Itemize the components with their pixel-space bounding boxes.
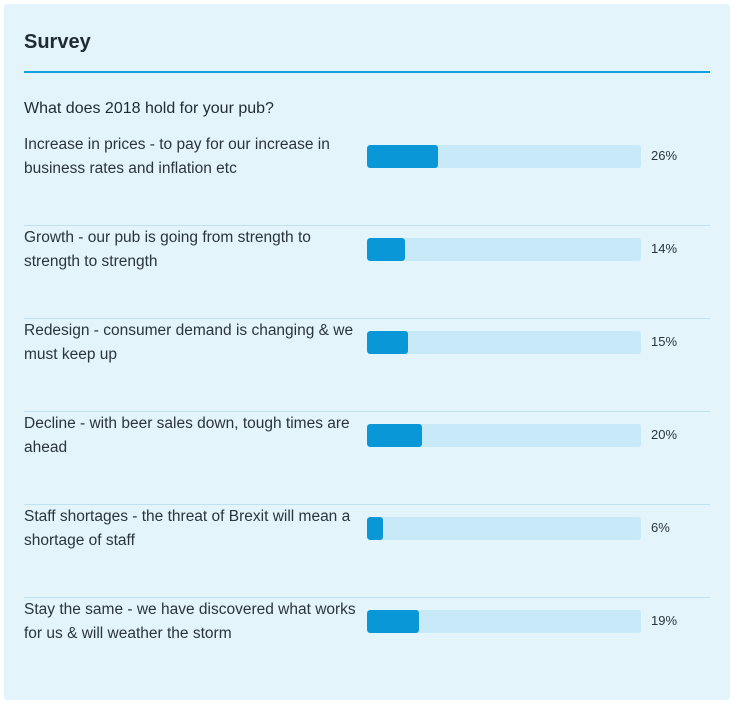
result-bar-fill: [367, 145, 439, 168]
survey-options: Increase in prices - to pay for our incr…: [24, 133, 710, 691]
survey-option: Redesign - consumer demand is changing &…: [24, 319, 710, 412]
result-bar-track: [367, 517, 641, 540]
result-bar-track: [367, 238, 641, 261]
result-bar-fill: [367, 238, 406, 261]
result-percent: 20%: [651, 427, 678, 442]
survey-option: Decline - with beer sales down, tough ti…: [24, 412, 710, 505]
result-percent: 26%: [651, 148, 678, 163]
option-label: Stay the same - we have discovered what …: [24, 601, 356, 642]
survey-option: Staff shortages - the threat of Brexit w…: [24, 505, 710, 598]
result-bar-track: [367, 331, 641, 354]
survey-option: Growth - our pub is going from strength …: [24, 226, 710, 319]
result-percent: 19%: [651, 613, 678, 628]
result-bar-track: [367, 145, 641, 168]
result-bar-track: [367, 610, 641, 633]
result-percent: 14%: [651, 241, 678, 256]
survey-card: Survey What does 2018 hold for your pub?…: [4, 4, 730, 700]
result-percent: 15%: [651, 334, 678, 349]
result-bar-fill: [367, 610, 420, 633]
option-label: Staff shortages - the threat of Brexit w…: [24, 508, 351, 549]
result-percent: 6%: [651, 520, 670, 535]
result-bar-track: [367, 424, 641, 447]
result-bar-fill: [367, 424, 422, 447]
option-label: Increase in prices - to pay for our incr…: [24, 136, 330, 177]
survey-question: What does 2018 hold for your pub?: [24, 100, 274, 117]
title-divider: [24, 71, 710, 73]
result-bar-fill: [367, 331, 409, 354]
survey-title: Survey: [24, 31, 91, 53]
option-label: Redesign - consumer demand is changing &…: [24, 322, 354, 363]
option-label: Decline - with beer sales down, tough ti…: [24, 415, 350, 456]
option-label: Growth - our pub is going from strength …: [24, 229, 311, 270]
survey-option: Increase in prices - to pay for our incr…: [24, 133, 710, 226]
survey-option: Stay the same - we have discovered what …: [24, 598, 710, 691]
result-bar-fill: [367, 517, 384, 540]
